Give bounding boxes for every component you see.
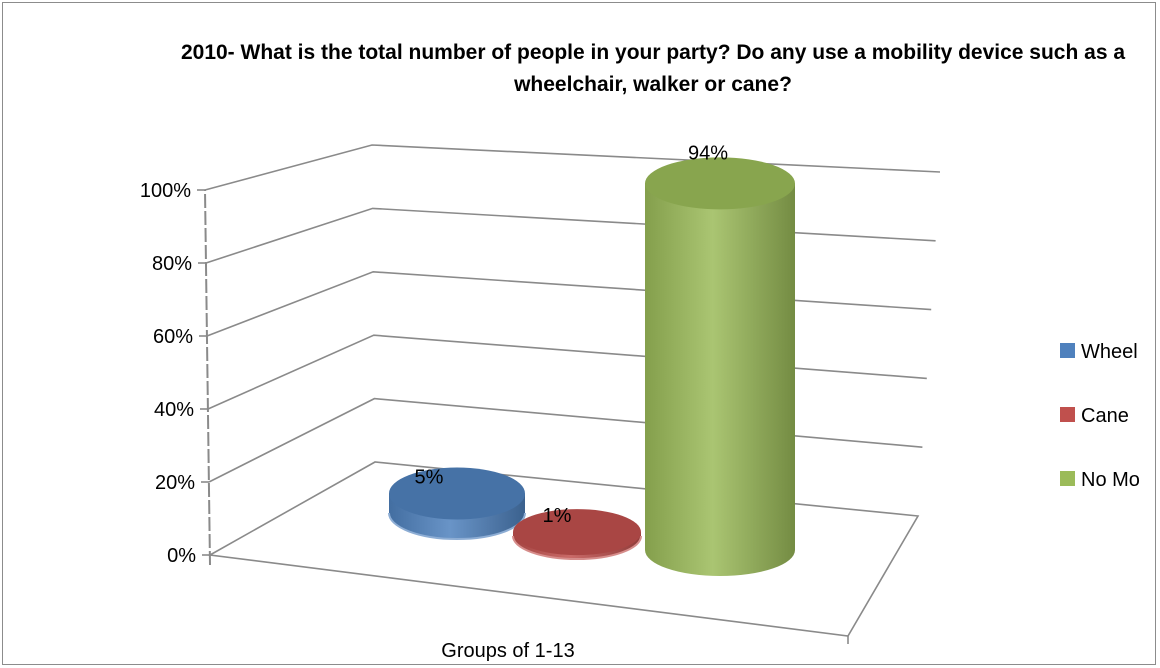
legend-label: Wheel <box>1081 341 1138 363</box>
y-axis-line <box>204 189 211 566</box>
gridline <box>205 207 936 264</box>
x-category-label: Groups of 1-13 <box>441 640 574 662</box>
data-label: 94% <box>688 142 728 164</box>
bar-body <box>645 183 795 576</box>
bar-top <box>389 467 525 520</box>
gridline <box>207 334 927 410</box>
bar-top <box>645 157 795 210</box>
gridline <box>204 144 941 191</box>
y-tick-label: 60% <box>153 326 193 348</box>
gridline <box>206 270 932 337</box>
legend-swatch <box>1060 407 1075 422</box>
bar-cane <box>512 509 642 560</box>
bar-no-mo <box>645 157 795 576</box>
floor <box>207 461 920 637</box>
legend-swatch <box>1060 471 1075 486</box>
y-tick-label: 100% <box>140 180 191 202</box>
gridline <box>208 397 923 483</box>
data-label: 1% <box>543 505 572 527</box>
legend-label: Cane <box>1081 405 1129 427</box>
data-label: 5% <box>415 467 444 489</box>
y-tick-label: 20% <box>155 472 195 494</box>
bar-rim <box>512 535 642 560</box>
y-tick-label: 80% <box>152 253 192 275</box>
y-tick-label: 40% <box>154 399 194 421</box>
legend-label: No Mo <box>1081 469 1140 491</box>
bar-wheel <box>388 467 526 540</box>
bar-top <box>513 509 641 556</box>
chart-title: 2010- What is the total number of people… <box>180 41 1126 96</box>
y-tick-label: 0% <box>167 545 196 567</box>
legend-swatch <box>1060 343 1075 358</box>
